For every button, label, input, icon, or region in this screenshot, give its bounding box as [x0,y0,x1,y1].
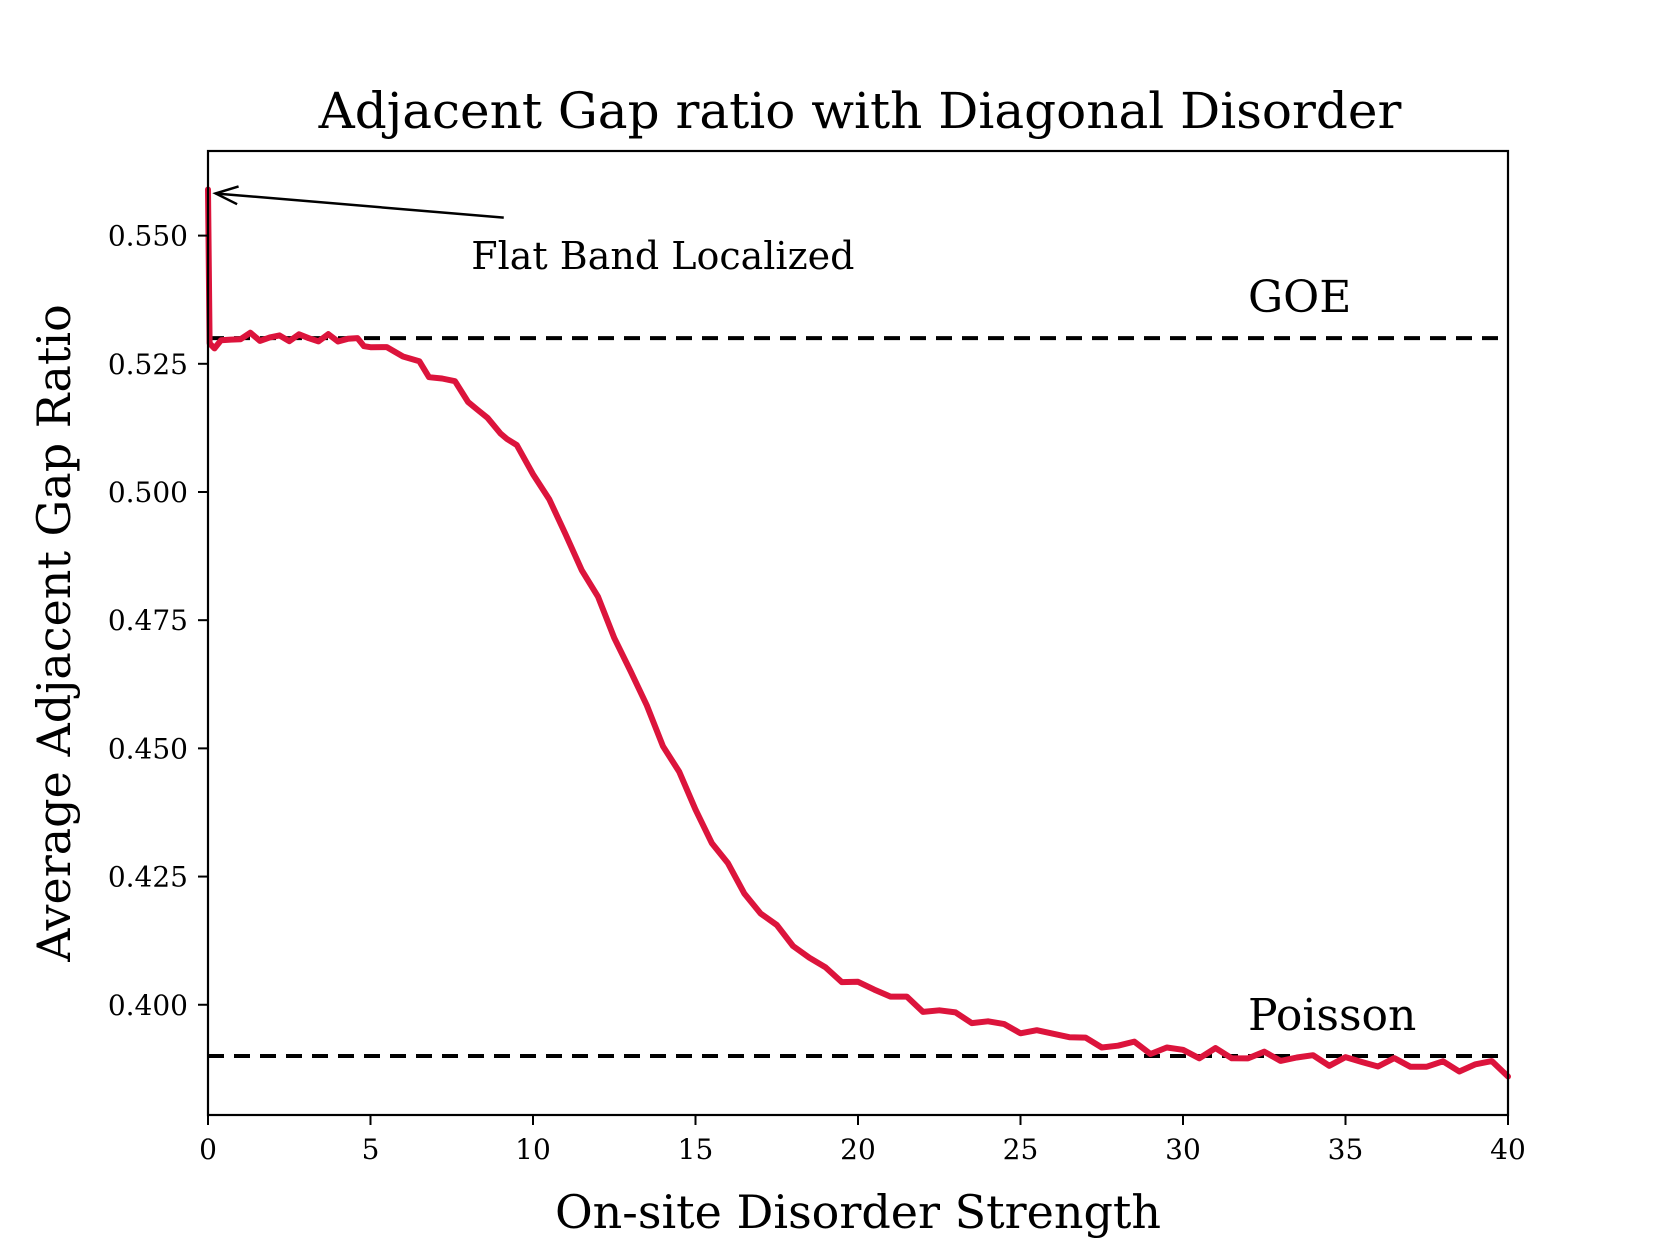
x-tick-label: 15 [678,1133,714,1166]
reference-label-goe: GOE [1248,272,1351,323]
annotation-arrow-shaft [215,192,504,219]
y-tick-label: 0.425 [108,861,188,894]
reference-lines: GOE Poisson [208,272,1508,1059]
x-axis-ticks: 0 5 10 15 20 25 30 35 40 [199,1115,1526,1166]
x-tick-label: 5 [362,1133,380,1166]
y-axis-ticks: 0.400 0.425 0.450 0.475 0.500 0.525 0.550 [108,220,208,1022]
annotations: Flat Band Localized [212,185,854,278]
y-tick-label: 0.525 [108,348,188,381]
y-tick-label: 0.475 [108,604,188,637]
x-tick-label: 30 [1165,1133,1201,1166]
y-tick-label: 0.500 [108,476,188,509]
annotation-arrow-head [212,185,239,206]
chart-title: Adjacent Gap ratio with Diagonal Disorde… [318,82,1402,140]
y-tick-label: 0.550 [108,220,188,253]
series-line [205,186,1511,1080]
y-axis-label: Average Adjacent Gap Ratio [27,304,81,963]
x-tick-label: 25 [1003,1133,1039,1166]
x-axis-label: On-site Disorder Strength [555,1185,1161,1239]
x-tick-label: 10 [515,1133,551,1166]
y-tick-label: 0.400 [108,989,188,1022]
reference-label-poisson: Poisson [1248,990,1416,1041]
x-tick-label: 0 [199,1133,217,1166]
y-tick-label: 0.450 [108,732,188,765]
x-tick-label: 20 [840,1133,876,1166]
x-tick-label: 35 [1328,1133,1364,1166]
annotation-flat-band-localized: Flat Band Localized [471,234,854,278]
series-layer [205,186,1511,1080]
x-tick-label: 40 [1490,1133,1526,1166]
